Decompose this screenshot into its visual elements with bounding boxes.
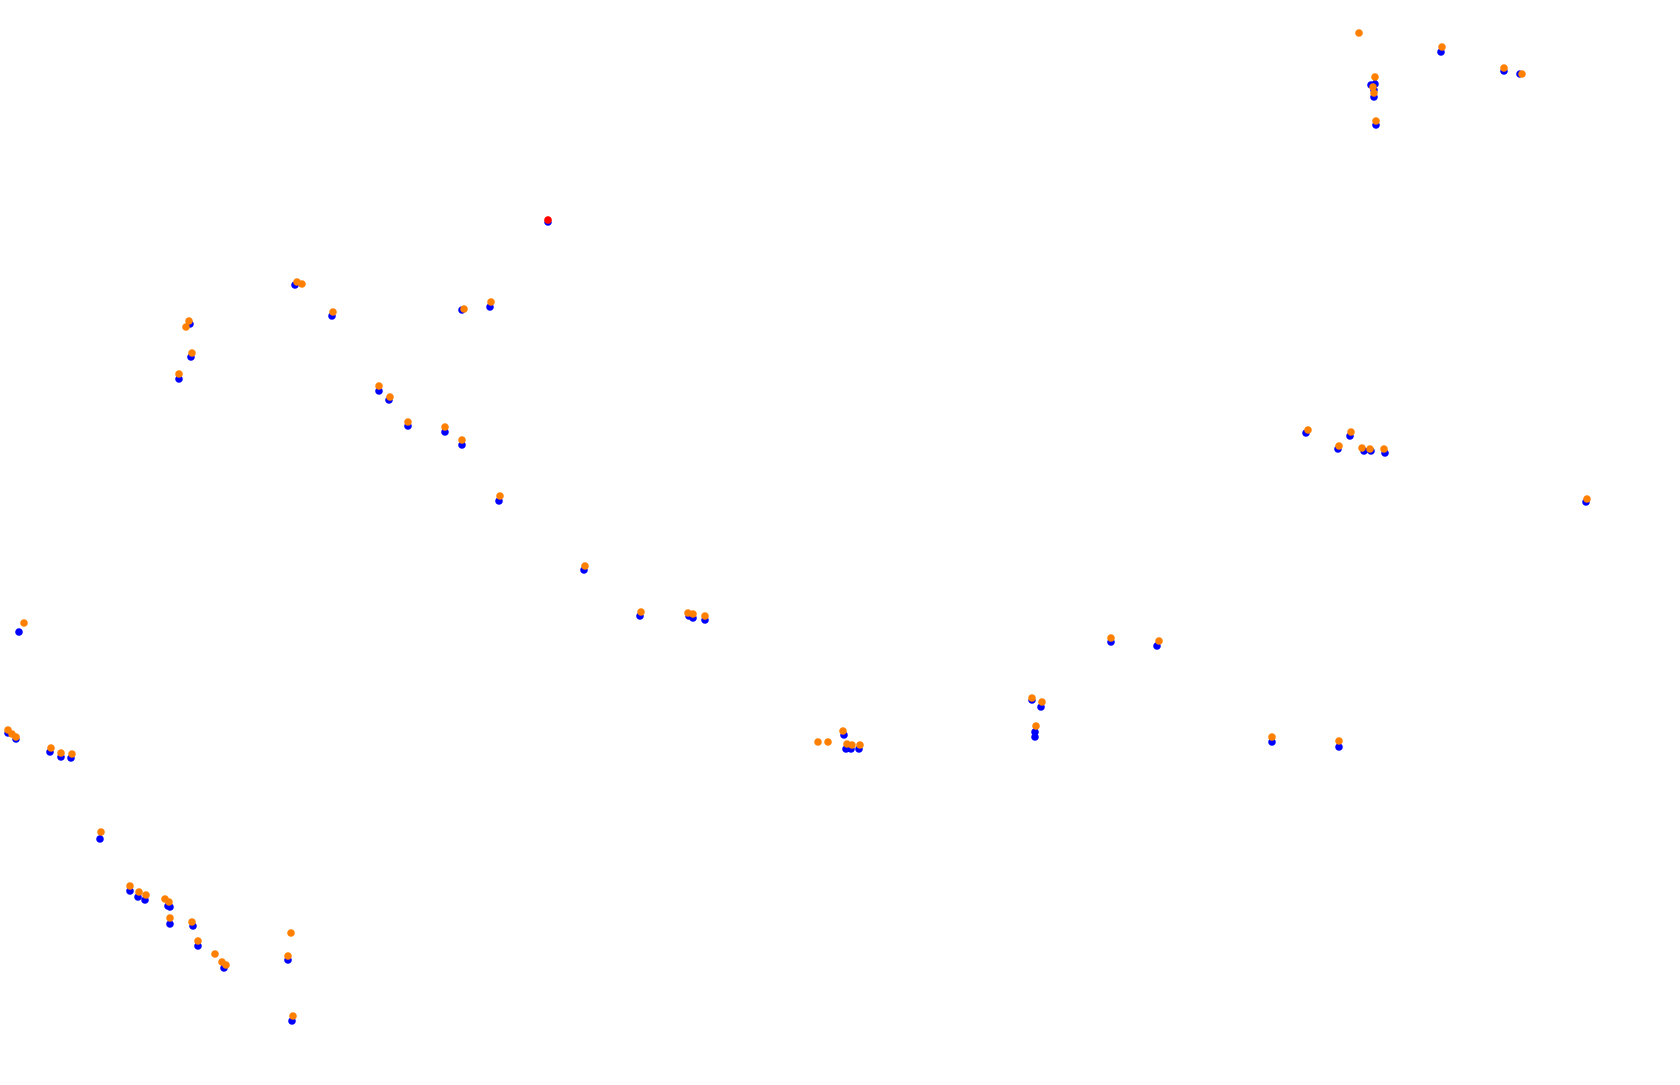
point-orange-62 bbox=[188, 918, 196, 926]
point-orange-26 bbox=[386, 393, 394, 401]
point-orange-22 bbox=[185, 317, 193, 325]
point-orange-21 bbox=[182, 323, 190, 331]
point-orange-45 bbox=[1028, 694, 1036, 702]
point-orange-35 bbox=[12, 733, 20, 741]
point-orange-19 bbox=[460, 305, 468, 313]
point-orange-27 bbox=[404, 418, 412, 426]
series-blue bbox=[4, 48, 1590, 1025]
point-orange-25 bbox=[375, 382, 383, 390]
point-orange-18 bbox=[329, 308, 337, 316]
point-orange-38 bbox=[68, 750, 76, 758]
point-orange-8 bbox=[1304, 426, 1312, 434]
point-orange-65 bbox=[211, 950, 219, 958]
point-orange-69 bbox=[284, 952, 292, 960]
point-orange-4 bbox=[1371, 73, 1379, 81]
point-orange-49 bbox=[824, 738, 832, 746]
series-red bbox=[544, 216, 552, 224]
point-orange-24 bbox=[175, 370, 183, 378]
point-orange-29 bbox=[458, 436, 466, 444]
point-orange-61 bbox=[165, 898, 173, 906]
point-orange-5 bbox=[1369, 83, 1377, 91]
point-orange-37 bbox=[57, 749, 65, 757]
point-orange-13 bbox=[1380, 445, 1388, 453]
point-orange-50 bbox=[839, 727, 847, 735]
point-orange-55 bbox=[1335, 737, 1343, 745]
point-orange-47 bbox=[1032, 722, 1040, 730]
point-orange-59 bbox=[142, 891, 150, 899]
point-blue-45 bbox=[1031, 733, 1039, 741]
point-orange-7 bbox=[1372, 117, 1380, 125]
point-orange-46 bbox=[1038, 698, 1046, 706]
point-orange-2 bbox=[1500, 64, 1508, 72]
point-orange-42 bbox=[701, 612, 709, 620]
point-orange-14 bbox=[1583, 495, 1591, 503]
point-orange-17 bbox=[298, 280, 306, 288]
point-orange-9 bbox=[1347, 428, 1355, 436]
point-orange-23 bbox=[188, 349, 196, 357]
point-orange-44 bbox=[1155, 637, 1163, 645]
point-blue-59 bbox=[166, 920, 174, 928]
point-orange-58 bbox=[135, 888, 143, 896]
point-orange-10 bbox=[1335, 442, 1343, 450]
point-red-0 bbox=[544, 216, 552, 224]
point-orange-41 bbox=[689, 610, 697, 618]
point-blue-52 bbox=[96, 835, 104, 843]
point-orange-3 bbox=[1518, 70, 1526, 78]
point-orange-53 bbox=[856, 741, 864, 749]
series-orange bbox=[4, 29, 1591, 1020]
point-orange-43 bbox=[1107, 634, 1115, 642]
point-orange-57 bbox=[126, 882, 134, 890]
point-orange-12 bbox=[1366, 445, 1374, 453]
point-orange-70 bbox=[289, 1012, 297, 1020]
point-blue-29 bbox=[15, 628, 23, 636]
point-blue-51 bbox=[1335, 743, 1343, 751]
point-orange-64 bbox=[194, 937, 202, 945]
point-orange-36 bbox=[47, 744, 55, 752]
point-orange-28 bbox=[441, 423, 449, 431]
point-orange-68 bbox=[287, 929, 295, 937]
point-orange-54 bbox=[1268, 733, 1276, 741]
point-orange-1 bbox=[1438, 43, 1446, 51]
point-orange-6 bbox=[1370, 89, 1378, 97]
point-orange-48 bbox=[814, 738, 822, 746]
point-orange-39 bbox=[637, 608, 645, 616]
series-layer bbox=[4, 29, 1591, 1025]
point-orange-30 bbox=[496, 492, 504, 500]
point-orange-31 bbox=[581, 562, 589, 570]
point-orange-20 bbox=[487, 298, 495, 306]
point-orange-67 bbox=[222, 961, 230, 969]
point-orange-52 bbox=[848, 741, 856, 749]
point-orange-32 bbox=[20, 619, 28, 627]
point-orange-0 bbox=[1355, 29, 1363, 37]
point-orange-56 bbox=[97, 828, 105, 836]
point-orange-63 bbox=[166, 914, 174, 922]
point-orange-11 bbox=[1358, 444, 1366, 452]
